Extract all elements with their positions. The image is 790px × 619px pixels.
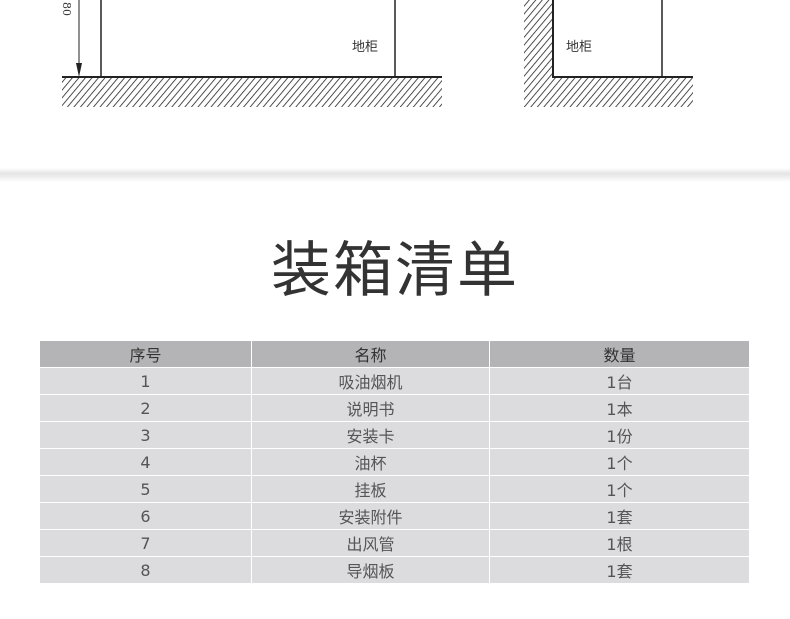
wall-hatch	[524, 0, 553, 107]
table-row: 1 吸油烟机 1台	[39, 367, 750, 395]
cell-name: 挂板	[251, 475, 490, 503]
cabinet-label-left: 地柜	[352, 40, 378, 55]
table-row: 2 说明书 1本	[39, 394, 750, 422]
cell-index: 6	[39, 502, 252, 530]
header-quantity: 数量	[489, 340, 750, 368]
table-row: 5 挂板 1个	[39, 475, 750, 503]
header-name: 名称	[251, 340, 490, 368]
cell-quantity: 1台	[489, 367, 750, 395]
cell-name: 说明书	[251, 394, 490, 422]
table-row: 6 安装附件 1套	[39, 502, 750, 530]
cell-quantity: 1个	[489, 475, 750, 503]
cell-quantity: 1套	[489, 502, 750, 530]
table-row: 4 油杯 1个	[39, 448, 750, 476]
cell-name: 油杯	[251, 448, 490, 476]
cell-index: 3	[39, 421, 252, 449]
cell-index: 7	[39, 529, 252, 557]
cell-quantity: 1根	[489, 529, 750, 557]
cell-index: 8	[39, 556, 252, 584]
packing-list-table: 序号 名称 数量 1 吸油烟机 1台 2 说明书 1本 3 安装卡 1份 4 油杯 1个 5 挂板 1个 6 安…	[39, 340, 750, 584]
cell-name: 出风管	[251, 529, 490, 557]
cell-index: 4	[39, 448, 252, 476]
cell-index: 2	[39, 394, 252, 422]
section-divider	[0, 168, 790, 182]
page-title: 装箱清单	[271, 236, 519, 306]
table-row: 8 导烟板 1套	[39, 556, 750, 584]
table-row: 7 出风管 1根	[39, 529, 750, 557]
floor-hatch-right	[553, 77, 693, 107]
dimension-label: 80	[60, 2, 73, 16]
floor-hatch-left	[62, 77, 442, 107]
cell-name: 安装卡	[251, 421, 490, 449]
cabinet-label-right: 地柜	[566, 40, 592, 55]
cell-index: 5	[39, 475, 252, 503]
installation-diagram: 80 地柜 地柜	[60, 0, 693, 107]
cell-name: 安装附件	[251, 502, 490, 530]
cell-quantity: 1份	[489, 421, 750, 449]
header-index: 序号	[39, 340, 252, 368]
cell-quantity: 1本	[489, 394, 750, 422]
cell-index: 1	[39, 367, 252, 395]
table-row: 3 安装卡 1份	[39, 421, 750, 449]
cell-name: 吸油烟机	[251, 367, 490, 395]
cell-quantity: 1个	[489, 448, 750, 476]
cell-quantity: 1套	[489, 556, 750, 584]
cell-name: 导烟板	[251, 556, 490, 584]
